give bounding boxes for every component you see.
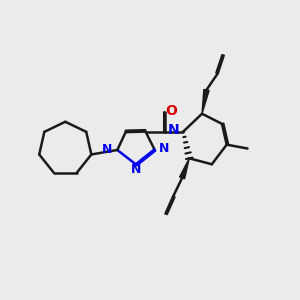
Polygon shape [202,89,209,114]
Text: N: N [102,143,112,156]
Polygon shape [180,158,189,179]
Text: N: N [130,163,141,176]
Text: N: N [159,142,170,155]
Text: O: O [165,104,177,118]
Text: N: N [168,123,180,137]
